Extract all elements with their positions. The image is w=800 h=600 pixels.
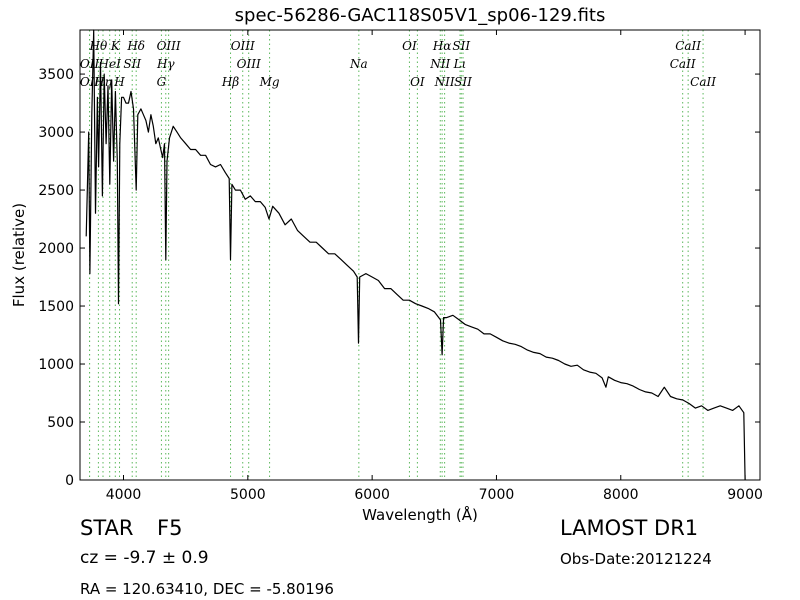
coordinates-text: RA = 120.63410, DEC = -5.80196 (80, 580, 334, 598)
x-axis: 4000 5000 6000 7000 8000 9000 (106, 30, 763, 503)
x-axis-label: Wavelength (Å) (362, 505, 478, 524)
redshift-text: cz = -9.7 ± 0.9 (80, 548, 209, 568)
line-marker-label-9: OII (80, 57, 100, 71)
line-marker-label-20: H (113, 75, 125, 89)
y-tick-label-3000: 3000 (38, 125, 74, 141)
x-tick-label-4000: 4000 (106, 487, 142, 503)
y-tick-label-0: 0 (65, 473, 74, 489)
y-tick-label-1000: 1000 (38, 357, 74, 373)
line-marker-label-8: CaII (675, 39, 701, 53)
y-tick-label-3500: 3500 (38, 67, 74, 83)
observation-date: Obs-Date:20121224 (560, 550, 712, 568)
line-marker-label-4: OIII (231, 39, 255, 53)
line-marker-label-26: SII (454, 75, 472, 89)
object-subclass: F5 (157, 516, 183, 540)
line-marker-label-25: NII (434, 75, 455, 89)
line-marker-label-19: Hη (93, 75, 112, 89)
x-tick-label-8000: 8000 (603, 487, 639, 503)
line-marker-label-7: SII (452, 39, 470, 53)
y-tick-label-2500: 2500 (38, 183, 74, 199)
x-tick-label-7000: 7000 (479, 487, 515, 503)
x-tick-label-6000: 6000 (354, 487, 390, 503)
survey-name: LAMOST DR1 (560, 516, 699, 540)
spectrum-line (85, 29, 746, 481)
line-marker-label-12: Hγ (156, 57, 175, 71)
line-marker-label-3: OIII (157, 39, 181, 53)
plot-frame (79, 29, 761, 481)
line-marker-label-0: Hθ (89, 39, 108, 53)
line-marker-label-21: G (157, 75, 167, 89)
chart-title: spec-56286-GAC118S05V1_sp06-129.fits (234, 5, 606, 26)
y-tick-label-1500: 1500 (38, 299, 74, 315)
x-tick-label-9000: 9000 (727, 487, 763, 503)
x-tick-label-5000: 5000 (230, 487, 266, 503)
line-marker-label-22: Hβ (221, 75, 239, 89)
line-marker-label-27: CaII (690, 75, 716, 89)
line-marker-label-24: OI (410, 75, 425, 89)
y-axis: 0 500 1000 1500 2000 2500 3000 3500 (38, 67, 760, 489)
object-class: STAR (80, 516, 134, 540)
line-marker-label-17: CaII (670, 57, 696, 71)
line-marker-label-16: Lι (453, 57, 467, 71)
line-marker-label-11: SII (123, 57, 141, 71)
line-marker-label-13: OIII (237, 57, 261, 71)
y-tick-label-500: 500 (47, 415, 74, 431)
spectrum-series (85, 29, 746, 481)
y-axis-label: Flux (relative) (10, 203, 28, 307)
line-marker-label-15: NII (429, 57, 450, 71)
line-marker-label-23: Mg (259, 75, 280, 89)
spectral-line-markers (89, 30, 704, 480)
line-marker-label-14: Na (349, 57, 368, 71)
line-marker-label-2: Hδ (126, 39, 145, 53)
line-marker-label-5: OI (402, 39, 417, 53)
y-tick-label-2000: 2000 (38, 241, 74, 257)
line-marker-label-10: HeI (98, 57, 122, 71)
line-marker-label-1: K (110, 39, 121, 53)
line-marker-label-6: Hα (432, 39, 452, 53)
